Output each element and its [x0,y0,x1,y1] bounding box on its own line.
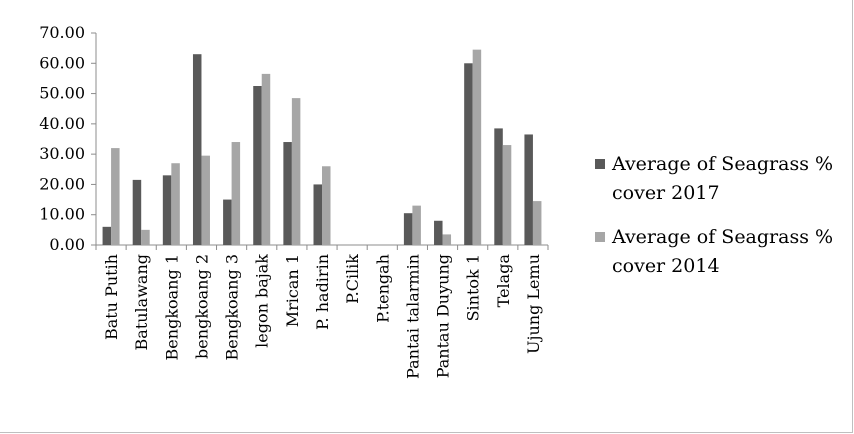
y-tick-label: 70.00 [39,23,85,42]
bar-2014 [261,73,271,245]
x-category-label: Batulawang [132,254,151,350]
y-tick-labels: 0.00 10.00 20.00 30.00 40.00 50.00 60.00 70.00 [39,23,85,254]
legend: Average of Seagrass % cover 2017 Average o… [595,153,833,277]
x-category-label: Batu Putih [102,254,121,340]
y-tick-label: 0.00 [49,235,85,254]
bar-2014 [472,49,482,245]
y-tick-label: 10.00 [39,205,85,224]
x-category-label: legon bajak [253,254,272,348]
x-category-label: bengkoang 2 [192,254,211,359]
bar-2017 [403,213,413,245]
bar-2014 [412,205,421,245]
x-category-label: Ujung Lemu [524,254,543,354]
bar-2017 [162,175,172,245]
y-tick-label: 30.00 [39,144,85,163]
bar-2014 [111,148,120,245]
x-category-label: P.tengah [373,254,392,323]
legend-label: Average of Seagrass % [611,226,833,248]
bar-2014 [231,142,241,245]
x-category-label: P.Cilik [343,254,362,304]
legend-swatch [595,232,605,242]
bar-2017 [464,63,473,245]
x-category-label: Pantau Duyung [434,254,453,378]
legend-label: cover 2014 [612,255,720,277]
bar-2014 [171,163,180,245]
x-category-label: Telaga [494,254,513,308]
x-category-label: Sintok 1 [464,254,483,321]
legend-swatch [595,159,605,169]
bar-2014 [442,234,452,245]
bar-2017 [192,54,202,246]
bars [102,49,542,246]
bar-2017 [494,128,503,245]
legend-label: cover 2017 [612,182,720,204]
bar-2017 [102,226,112,245]
x-category-label: Bengkoang 1 [162,254,181,360]
x-category-label: Mrican 1 [283,254,302,327]
bar-2017 [434,220,443,245]
legend-label: Average of Seagrass % [611,153,833,175]
y-tick-label: 50.00 [39,84,85,103]
bar-2017 [132,179,142,245]
y-tick-label: 20.00 [39,174,85,193]
bar-2017 [223,199,232,245]
y-tick-label: 40.00 [39,114,85,133]
bar-2017 [283,142,292,245]
bar-2014 [141,229,150,245]
x-category-label: P. hadirin [313,254,332,330]
x-category-labels: Batu Putih Batulawang Bengkoang 1 bengkoang… [102,254,543,379]
bar-2014 [532,201,542,245]
bar-2014 [291,98,301,245]
bar-2017 [253,86,262,245]
x-category-label: Pantai talarmin [403,254,422,379]
bar-2014 [502,145,512,245]
y-tick-label: 60.00 [39,53,85,72]
bar-2014 [201,155,210,245]
bar-2017 [524,134,533,245]
bar-2014 [322,166,331,245]
bar-2017 [313,184,322,245]
x-category-label: Bengkoang 3 [223,254,242,360]
